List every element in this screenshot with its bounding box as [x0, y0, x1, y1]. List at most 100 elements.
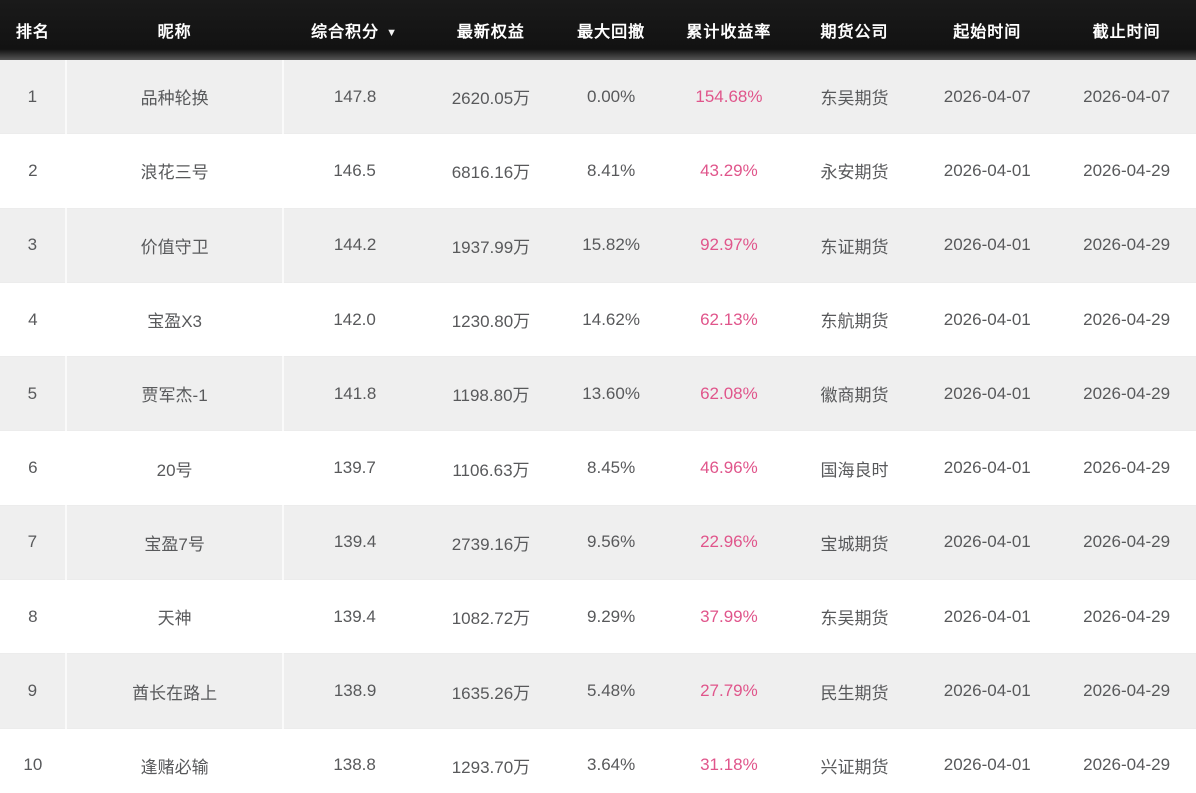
cell-return: 37.99% [700, 606, 758, 626]
cell-rank: 8 [28, 606, 38, 626]
cell-rank: 3 [0, 208, 67, 283]
cell-company: 国海良时 [820, 460, 889, 480]
cell-return: 27.79% [700, 681, 758, 701]
cell-return: 92.97% [700, 235, 758, 255]
cell-rank: 4 [28, 309, 38, 329]
cell-score: 141.8 [333, 383, 377, 403]
table-row: 8 天神 139.4 1082.72万 9.29% 37.99% 东吴期货 2026-04-0… [0, 579, 1196, 654]
column-header-start[interactable]: 起始时间 [917, 0, 1058, 60]
cell-company: 永安期货 [820, 163, 889, 183]
cell-equity: 1937.99万 [451, 237, 531, 257]
cell-equity: 2739.16万 [451, 534, 531, 554]
cell-equity: 1198.80万 [452, 386, 530, 406]
cell-company: 东航期货 [820, 312, 889, 332]
cell-drawdown: 3.64% [587, 755, 636, 775]
column-header-rank[interactable]: 排名 [0, 0, 66, 60]
cell-score: 138.8 [333, 755, 376, 775]
column-header-end[interactable]: 截止时间 [1057, 0, 1196, 60]
column-header-label: 综合积分 [311, 24, 380, 41]
cell-nickname: 宝盈X3 [147, 312, 202, 332]
column-header-label: 截止时间 [1092, 24, 1161, 41]
table-row: 10 逢赌必输 138.8 1293.70万 3.64% 31.18% 兴证期货 2026-0… [0, 728, 1196, 793]
cell-equity: 1230.80万 [451, 312, 531, 332]
cell-return: 22.96% [700, 532, 758, 552]
cell-end: 2026-04-29 [1083, 383, 1171, 403]
cell-company: 东吴期货 [820, 609, 889, 629]
column-header-label: 期货公司 [820, 24, 889, 41]
cell-start: 2026-04-01 [943, 235, 1031, 255]
column-header-return[interactable]: 累计收益率 [666, 0, 792, 60]
cell-nickname: 酋长在路上 [65, 653, 285, 729]
column-header-label: 起始时间 [953, 24, 1022, 41]
cell-company: 宝城期货 [820, 534, 889, 554]
cell-nickname: 品种轮换 [65, 60, 285, 134]
cell-company: 东证期货 [820, 237, 889, 257]
cell-end: 2026-04-29 [1083, 235, 1171, 255]
table-header: 排名 昵称 综合积分 ▼ 最新权益 最大回撤 累计收益率 期货公司 起始时间 截止时间 [0, 0, 1196, 60]
cell-equity: 1293.70万 [451, 757, 531, 777]
cell-equity: 1635.26万 [451, 683, 531, 703]
cell-nickname: 宝盈7号 [65, 505, 285, 580]
cell-end: 2026-04-29 [1083, 532, 1171, 552]
table-row: 3 价值守卫 144.2 1937.99万 15.82% 92.97% 东证期货 2026-0… [0, 208, 1196, 283]
cell-score: 144.2 [333, 235, 377, 255]
cell-rank: 7 [0, 505, 67, 580]
column-header-drawdown[interactable]: 最大回撤 [556, 0, 667, 60]
sort-descending-icon: ▼ [386, 27, 399, 39]
cell-end: 2026-04-29 [1083, 309, 1171, 329]
table-row: 9 酋长在路上 138.9 1635.26万 5.48% 27.79% 民生期货 2026-0… [0, 653, 1196, 729]
cell-score: 138.9 [333, 681, 377, 701]
cell-start: 2026-04-01 [943, 160, 1031, 180]
cell-score: 142.0 [333, 309, 376, 329]
cell-rank: 9 [0, 653, 67, 729]
table-row: 7 宝盈7号 139.4 2739.16万 9.56% 22.96% 宝城期货 2026-04… [0, 505, 1196, 580]
cell-return: 46.96% [700, 458, 758, 478]
cell-company: 徽商期货 [820, 386, 889, 406]
cell-nickname: 20号 [156, 460, 193, 480]
cell-nickname: 贾军杰-1 [65, 356, 285, 431]
cell-company: 民生期货 [820, 683, 889, 703]
cell-end: 2026-04-07 [1083, 86, 1171, 106]
cell-nickname: 逢赌必输 [140, 757, 209, 777]
cell-start: 2026-04-01 [943, 383, 1031, 403]
cell-end: 2026-04-29 [1083, 606, 1171, 626]
cell-start: 2026-04-01 [943, 606, 1031, 626]
cell-score: 147.8 [333, 86, 377, 106]
column-header-label: 昵称 [157, 24, 192, 41]
table-row: 5 贾军杰-1 141.8 1198.80万 13.60% 62.08% 徽商期货 2026-… [0, 356, 1196, 431]
column-header-company[interactable]: 期货公司 [791, 0, 918, 60]
cell-drawdown: 8.45% [587, 458, 636, 478]
cell-score: 139.4 [333, 532, 377, 552]
cell-end: 2026-04-29 [1083, 160, 1171, 180]
table-row: 1 品种轮换 147.8 2620.05万 0.00% 154.68% 东吴期货 2026-0… [0, 60, 1196, 134]
cell-rank: 1 [0, 60, 67, 134]
cell-start: 2026-04-01 [943, 458, 1031, 478]
cell-end: 2026-04-29 [1083, 458, 1171, 478]
cell-equity: 6816.16万 [451, 163, 531, 183]
cell-drawdown: 8.41% [587, 160, 636, 180]
cell-start: 2026-04-01 [943, 681, 1031, 701]
column-header-score[interactable]: 综合积分 ▼ [283, 0, 426, 60]
column-header-nickname[interactable]: 昵称 [65, 0, 284, 60]
cell-rank: 10 [23, 755, 43, 775]
cell-rank: 5 [0, 356, 67, 431]
cell-return: 154.68% [695, 86, 763, 106]
column-header-equity[interactable]: 最新权益 [425, 0, 557, 60]
cell-score: 139.4 [333, 606, 376, 626]
cell-end: 2026-04-29 [1083, 681, 1171, 701]
cell-equity: 2620.05万 [451, 89, 531, 109]
cell-return: 62.13% [700, 309, 758, 329]
table-row: 6 20号 139.7 1106.63万 8.45% 46.96% 国海良时 2026-04-… [0, 430, 1196, 506]
column-header-label: 最新权益 [456, 24, 525, 41]
cell-drawdown: 5.48% [587, 681, 636, 701]
cell-equity: 1106.63万 [452, 460, 530, 480]
cell-company: 东吴期货 [820, 89, 889, 109]
cell-drawdown: 13.60% [582, 383, 640, 403]
cell-company: 兴证期货 [820, 757, 889, 777]
cell-drawdown: 9.29% [587, 606, 636, 626]
cell-nickname: 天神 [157, 609, 192, 629]
cell-rank: 2 [28, 160, 38, 180]
cell-start: 2026-04-01 [943, 309, 1031, 329]
cell-drawdown: 14.62% [582, 309, 640, 329]
